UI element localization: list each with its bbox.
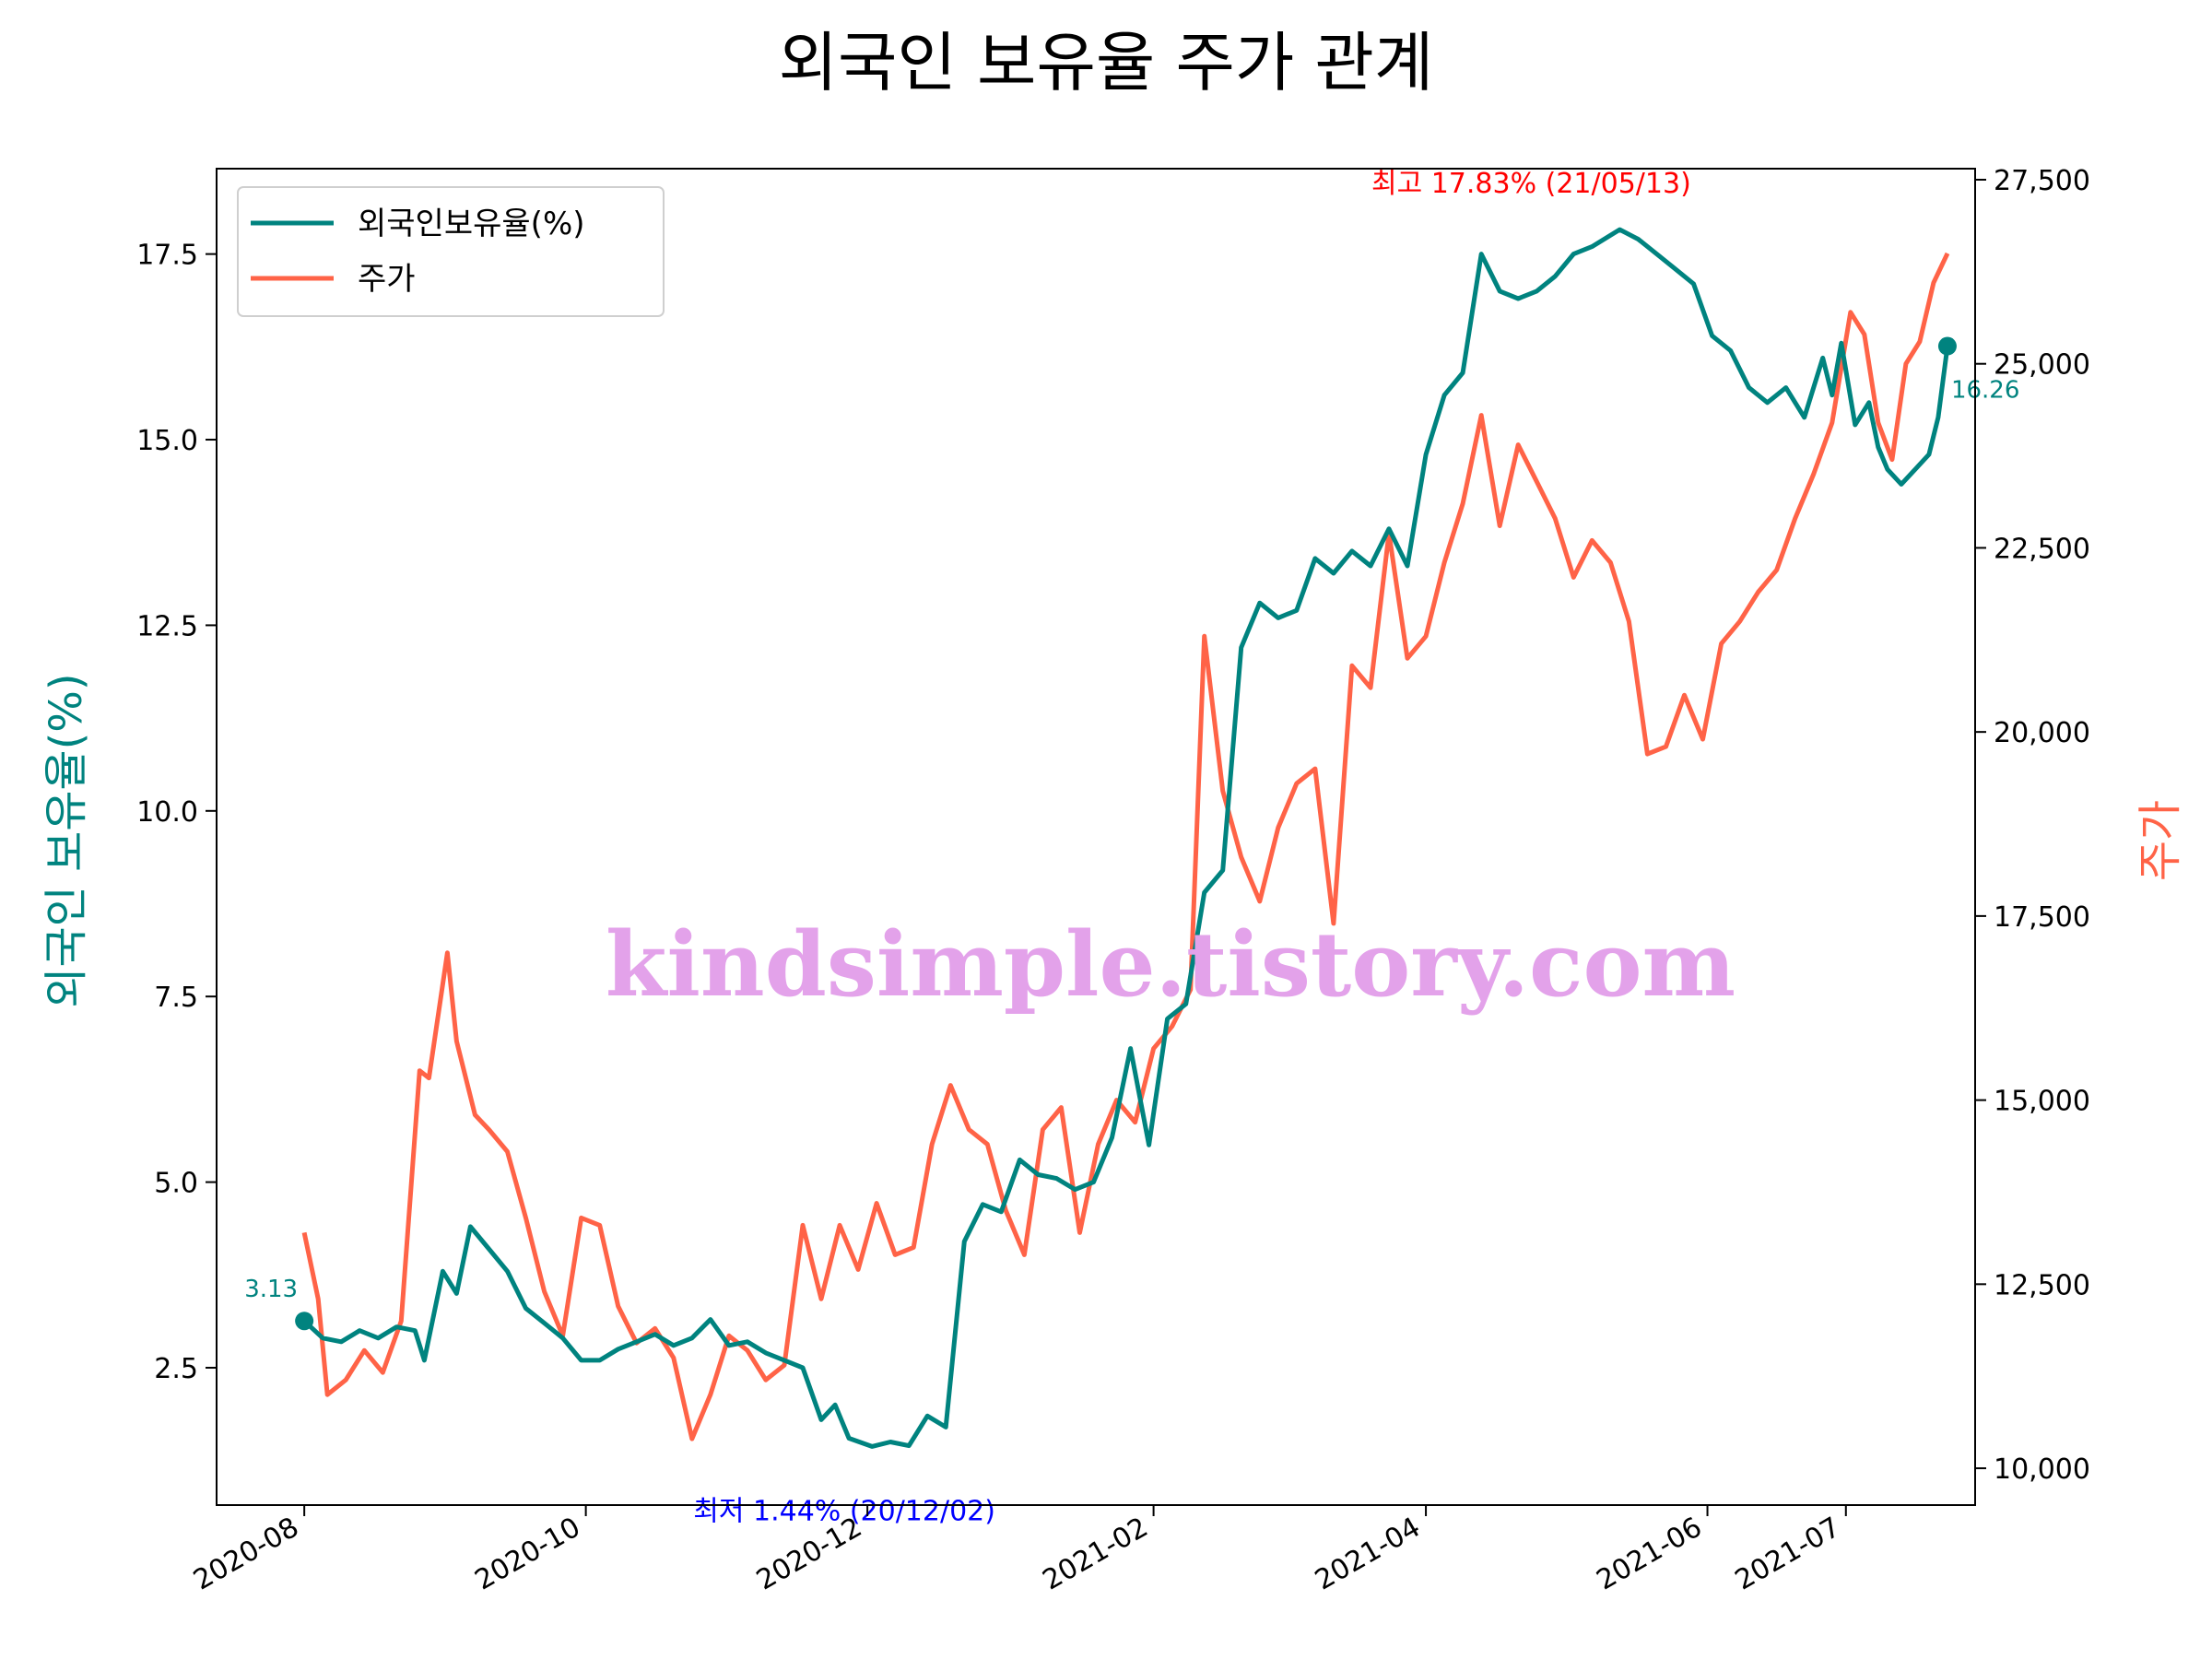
legend-box — [237, 186, 665, 317]
plot-frame — [216, 168, 1976, 1506]
end-point-label: 16.26 — [1951, 377, 2019, 405]
y2-tick-label: 22,500 — [1994, 533, 2090, 565]
y-tick-label: 10.0 — [136, 796, 198, 829]
plot-area: 3.13 16.26 최저 1.44% (20/12/02) 최고 17.83% (2… — [244, 168, 2019, 1527]
legend: 외국인보유율(%) 주가 — [237, 186, 665, 317]
y-tick-label: 15.0 — [136, 425, 198, 457]
end-point-marker — [1937, 336, 1957, 356]
y-tick-label: 2.5 — [154, 1353, 198, 1385]
y-tick-label: 5.0 — [154, 1168, 198, 1200]
x-tick-label: 2021-02 — [1038, 1512, 1154, 1597]
x-tick-label: 2021-06 — [1591, 1512, 1707, 1597]
y-tick-label: 12.5 — [136, 610, 198, 642]
start-point-label: 3.13 — [244, 1276, 298, 1303]
axes: 2020-08 2020-10 2020-12 2021-02 2021-04 2021-… — [136, 165, 2090, 1597]
start-point-marker — [295, 1312, 314, 1331]
y-axis-label: 외국인 보유율(%) — [41, 673, 92, 1007]
y2-tick-label: 20,000 — [1994, 717, 2090, 749]
min-annotation: 최저 1.44% (20/12/02) — [693, 1495, 995, 1527]
y2-tick-label: 12,500 — [1994, 1269, 2090, 1301]
chart-title: 외국인 보유율 주가 관계 — [779, 25, 1434, 100]
y2-tick-label: 17,500 — [1994, 901, 2090, 934]
y2-tick-label: 15,000 — [1994, 1086, 2090, 1118]
x-tick-label: 2021-07 — [1730, 1512, 1846, 1597]
y2-tick-label: 10,000 — [1994, 1453, 2090, 1486]
watermark-text: kindsimple.tistory.com — [606, 912, 1735, 1017]
series-line-foreign-ratio — [302, 227, 1950, 1449]
legend-label: 외국인보유율(%) — [358, 206, 585, 242]
max-annotation: 최고 17.83% (21/05/13) — [1371, 168, 1691, 200]
x-tick-label: 2021-04 — [1310, 1512, 1426, 1597]
x-tick-label: 2020-08 — [188, 1512, 304, 1597]
y2-tick-label: 25,000 — [1994, 349, 2090, 382]
y2-axis-label: 주가 — [2135, 800, 2186, 881]
y2-tick-label: 27,500 — [1994, 165, 2090, 197]
y-tick-label: 17.5 — [136, 240, 198, 272]
legend-label: 주가 — [358, 261, 416, 298]
y-tick-label: 7.5 — [154, 982, 198, 1014]
x-tick-label: 2020-10 — [470, 1512, 586, 1597]
series-line-price — [301, 252, 1950, 1441]
